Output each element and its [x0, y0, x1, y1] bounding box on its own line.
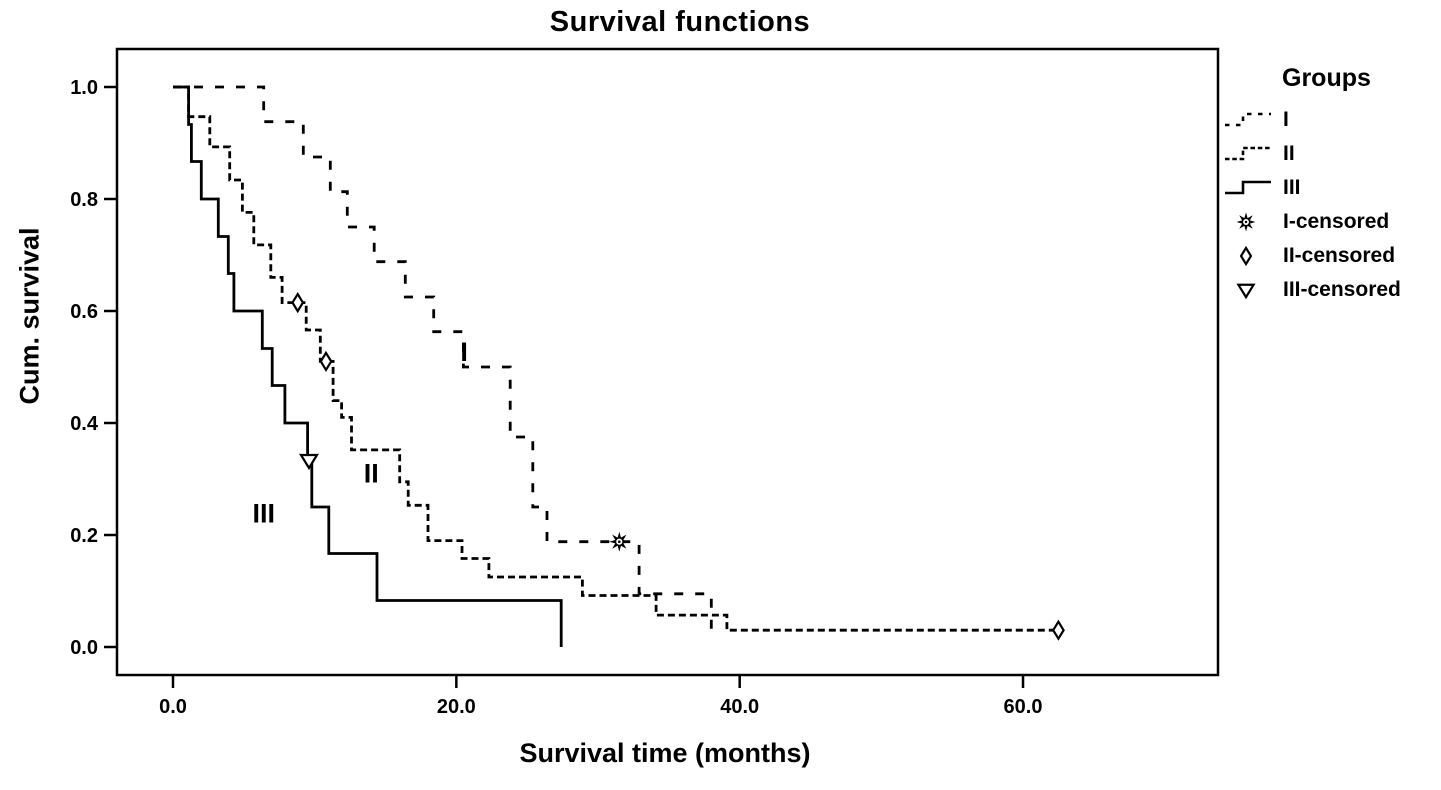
star8-glyph: [1236, 212, 1256, 232]
diamond-glyph: [1239, 245, 1253, 267]
legend-line-sample-II: [1225, 146, 1271, 161]
legend-star8-icon: [1236, 212, 1256, 232]
legend-item-II-censored: II-censored: [1222, 239, 1441, 273]
III-censored-marker: [299, 453, 319, 471]
legend-item-I: I: [1222, 103, 1441, 137]
legend: Groups I II III I-censored II-censored III-ce…: [1222, 64, 1441, 307]
y-tick-label: 0.6: [70, 301, 98, 323]
x-tick-label: 0.0: [159, 696, 187, 718]
x-tick-label: 60.0: [1004, 696, 1043, 718]
y-tick-label: 0.2: [70, 525, 98, 547]
legend-label: I-censored: [1283, 210, 1390, 233]
legend-diamond-icon: [1239, 245, 1253, 267]
x-axis-title: Survival time (months): [519, 738, 811, 768]
legend-item-III: III: [1222, 171, 1441, 205]
curve-label-II: II: [364, 458, 379, 488]
y-tick-label: 0.0: [70, 637, 98, 659]
legend-label: III-censored: [1283, 278, 1401, 301]
x-tick-label: 20.0: [437, 696, 476, 718]
II-censored-marker: [319, 350, 333, 373]
legend-label: II-censored: [1283, 244, 1396, 267]
y-tick-label: 0.4: [70, 413, 99, 435]
plot-frame: [115, 47, 1220, 677]
legend-title: Groups: [1282, 64, 1371, 92]
chart-title: Survival functions: [549, 6, 811, 38]
legend-line-sample-I: [1225, 112, 1271, 127]
legend-items: I II III I-censored II-censored III-censored: [1222, 103, 1441, 307]
legend-item-I-censored: I-censored: [1222, 205, 1441, 239]
y-tick-label: 1.0: [70, 77, 98, 99]
series-II-curve: [173, 85, 1059, 632]
legend-item-II: II: [1222, 137, 1441, 171]
series-III-curve: [173, 85, 563, 647]
curve-label-III: III: [252, 499, 275, 529]
legend-label: I: [1283, 108, 1289, 131]
series-I-curve: [173, 85, 713, 636]
curve-label-I: I: [460, 337, 468, 367]
legend-item-III-censored: III-censored: [1222, 273, 1441, 307]
II-censored-marker: [1051, 619, 1065, 641]
legend-label: II: [1283, 142, 1295, 165]
y-tick-label: 0.8: [70, 189, 98, 211]
legend-triangle-down-icon: [1236, 283, 1256, 300]
legend-label: III: [1283, 176, 1301, 199]
x-tick-label: 40.0: [720, 696, 759, 718]
II-censored-marker: [291, 291, 305, 314]
triangle-down-glyph: [1236, 283, 1256, 300]
legend-line-sample-III: [1225, 180, 1271, 195]
I-censored-marker: [609, 531, 630, 552]
